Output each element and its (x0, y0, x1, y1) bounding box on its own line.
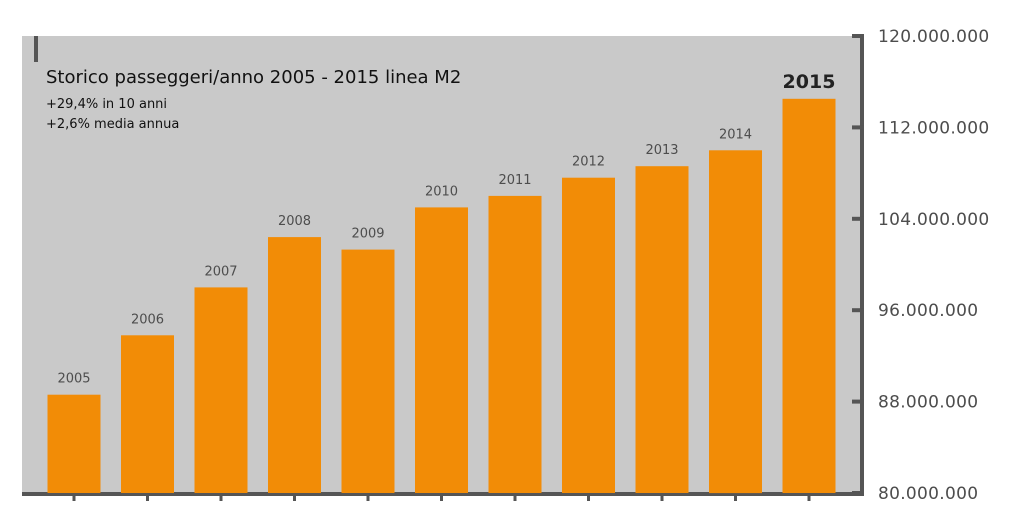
chart-title: Storico passeggeri/anno 2005 - 2015 line… (46, 67, 461, 88)
bar-label-2009: 2009 (351, 227, 384, 242)
bar-label-2012: 2012 (572, 155, 605, 170)
y-tick-label: 80.000.000 (878, 484, 978, 504)
bar-label-2015: 2015 (783, 71, 836, 93)
bar-2013 (635, 166, 689, 493)
bar-label-2013: 2013 (645, 143, 678, 158)
bar-label-2006: 2006 (131, 312, 164, 327)
chart-subtitle-growth: +29,4% in 10 anni (46, 97, 167, 112)
bar-label-2010: 2010 (425, 184, 458, 199)
y-tick-label: 120.000.000 (878, 27, 989, 47)
y-tick-label: 112.000.000 (878, 118, 989, 138)
x-axis-ticks (72, 494, 811, 501)
bar-2008 (268, 237, 321, 493)
bar-label-2005: 2005 (57, 372, 90, 387)
chart-subtitle-average: +2,6% media annua (46, 117, 179, 132)
bar-2005 (47, 394, 101, 493)
bar-2009 (341, 249, 395, 493)
bar-label-2008: 2008 (278, 214, 311, 229)
bar-2014 (709, 150, 762, 494)
y-tick-label: 104.000.000 (878, 210, 989, 230)
bar-2015 (782, 98, 836, 494)
bars-group (47, 98, 836, 494)
bar-2006 (121, 335, 174, 493)
bar-2010 (415, 207, 468, 493)
y-tick-label: 88.000.000 (878, 393, 978, 413)
y-axis-ticks: 80.000.000 88.000.000 96.000.000 104.000.00… (852, 27, 989, 504)
bar-2012 (562, 177, 615, 493)
bar-label-2011: 2011 (498, 173, 531, 188)
bar-2011 (488, 195, 542, 493)
bar-label-2007: 2007 (204, 264, 237, 279)
bar-category-labels: 2005 2006 2007 2008 2009 2010 2011 2012 2013 2014… (57, 71, 835, 387)
bar-label-2014: 2014 (719, 127, 752, 142)
bar-2007 (194, 287, 248, 493)
y-tick-label: 96.000.000 (878, 301, 978, 321)
